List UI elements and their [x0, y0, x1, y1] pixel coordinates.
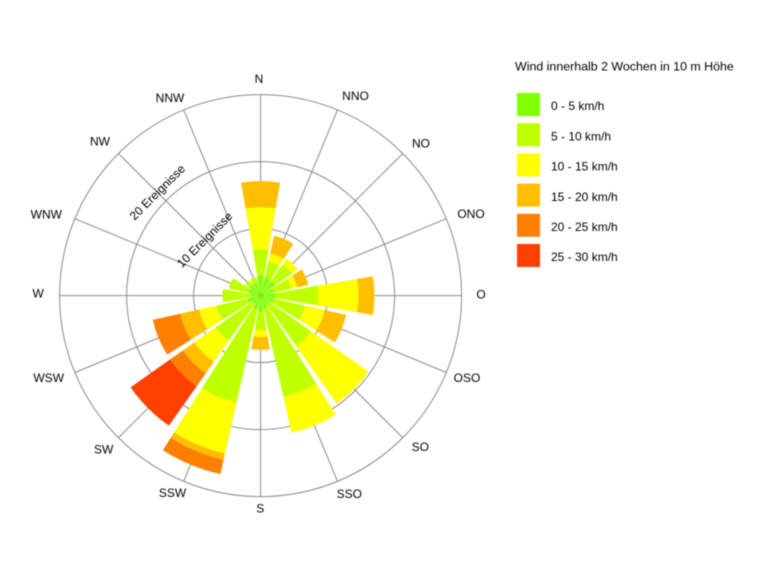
svg-text:WSW: WSW	[33, 371, 64, 385]
svg-text:25 - 30 km/h: 25 - 30 km/h	[551, 250, 618, 264]
svg-text:20 - 25 km/h: 20 - 25 km/h	[551, 220, 618, 234]
svg-text:SSW: SSW	[159, 486, 187, 500]
svg-text:WNW: WNW	[31, 208, 63, 222]
svg-text:0 - 5 km/h: 0 - 5 km/h	[551, 99, 604, 113]
svg-text:O: O	[476, 288, 485, 302]
svg-text:Wind innerhalb 2 Wochen in 10: Wind innerhalb 2 Wochen in 10 m Höhe	[515, 60, 734, 74]
svg-text:SO: SO	[412, 440, 429, 454]
svg-text:15 - 20 km/h: 15 - 20 km/h	[551, 190, 618, 204]
svg-text:W: W	[33, 286, 45, 300]
svg-text:SW: SW	[94, 442, 114, 456]
svg-text:NO: NO	[412, 137, 430, 151]
svg-text:OSO: OSO	[454, 371, 481, 385]
svg-text:NNO: NNO	[342, 89, 369, 103]
svg-text:S: S	[256, 501, 264, 515]
svg-text:NNW: NNW	[156, 91, 185, 105]
svg-text:10 - 15 km/h: 10 - 15 km/h	[551, 160, 618, 174]
svg-text:NW: NW	[90, 135, 111, 149]
svg-text:N: N	[255, 72, 264, 86]
svg-text:5 - 10 km/h: 5 - 10 km/h	[551, 129, 611, 143]
svg-text:ONO: ONO	[457, 207, 484, 221]
svg-text:SSO: SSO	[337, 487, 362, 501]
